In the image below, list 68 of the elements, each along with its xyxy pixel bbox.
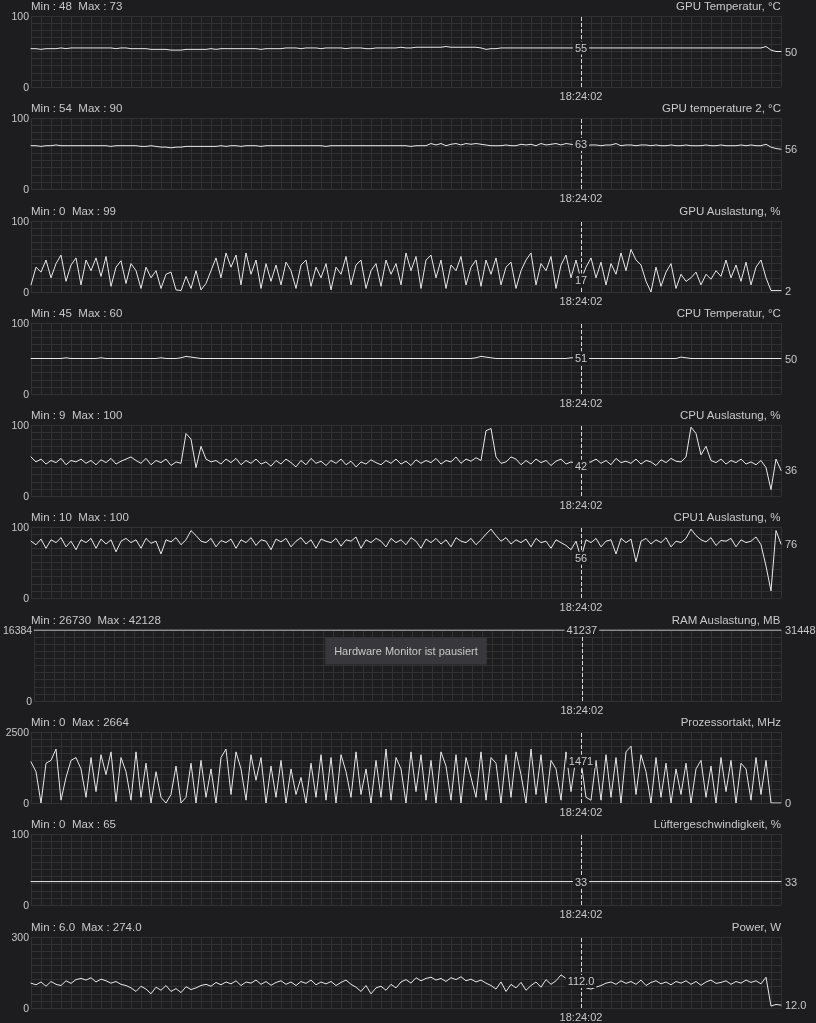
y-tick-label: 2500 (5, 726, 30, 739)
x-tick-label: 18:24:02 (559, 294, 603, 307)
x-tick-label: 18:24:02 (559, 600, 603, 613)
y-tick-label: 0 (23, 899, 30, 912)
x-tick-label: 18:24:02 (559, 191, 603, 204)
data-label: 56 (574, 552, 588, 565)
chart-title: GPU Auslastung, % (679, 204, 781, 217)
chart-subtitle: Min : 0 Max : 99 (31, 204, 117, 217)
data-label: 42 (574, 460, 588, 473)
data-label: 50 (785, 352, 798, 365)
data-label: 50 (785, 45, 798, 58)
y-tick-label: 100 (11, 112, 30, 125)
y-tick-label: 100 (11, 316, 30, 329)
x-tick-label: 18:24:02 (559, 1010, 603, 1023)
chart-subtitle: Min : 48 Max : 73 (31, 0, 123, 12)
data-label: 2 (785, 284, 792, 297)
chart-subtitle: Min : 6.0 Max : 274.0 (31, 920, 142, 933)
y-tick-label: 0 (23, 592, 30, 605)
y-tick-label: 100 (11, 419, 30, 432)
data-label: 17 (574, 273, 588, 286)
data-label: 51 (574, 351, 588, 364)
chart-title: CPU Temperatur, °C (676, 306, 781, 319)
x-tick-label: 18:24:02 (559, 396, 603, 409)
y-tick-label: 0 (23, 285, 30, 298)
y-tick-label: 0 (23, 1001, 30, 1014)
chart-title: Power, W (731, 920, 782, 933)
chart-title: CPU1 Auslastung, % (673, 511, 781, 524)
y-tick-label: 100 (11, 828, 30, 841)
text: 31448 (785, 623, 816, 636)
y-tick-label: 0 (23, 797, 30, 810)
x-tick-label: 18:24:02 (560, 703, 604, 716)
y-tick-label: 100 (11, 521, 30, 534)
data-label: 0 (785, 797, 792, 810)
data-label: 56 (785, 143, 798, 156)
y-tick-label: 0 (26, 694, 33, 707)
chart-subtitle: Min : 0 Max : 65 (31, 818, 117, 831)
data-label: 12.0 (785, 998, 807, 1011)
data-label: 63 (574, 138, 588, 151)
chart-subtitle: Min : 10 Max : 100 (31, 511, 129, 524)
y-tick-label: 100 (11, 10, 30, 22)
chart-subtitle: Min : 45 Max : 60 (31, 306, 123, 319)
y-tick-label: 0 (23, 183, 30, 196)
chart-title: RAM Auslastung, MB (671, 613, 781, 626)
chart-title: CPU Auslastung, % (680, 409, 781, 422)
x-tick-label: 18:24:02 (559, 907, 603, 920)
x-tick-label: 18:24:02 (559, 498, 603, 511)
data-label: 55 (574, 41, 588, 54)
x-tick-label: 18:24:02 (559, 89, 603, 102)
y-tick-label: 0 (23, 81, 30, 93)
data-label: 36 (785, 464, 798, 477)
x-tick-label: 18:24:02 (559, 805, 603, 818)
chart-subtitle: Min : 0 Max : 2664 (31, 716, 130, 729)
y-tick-label: 0 (23, 490, 30, 503)
chart-title: GPU Temperatur, °C (676, 0, 781, 12)
chart-title: Prozessortakt, MHz (680, 716, 782, 729)
chart-title: Lüftergeschwindigkeit, % (653, 818, 782, 831)
annotation: Hardware Monitor ist pausiert (334, 644, 478, 657)
chart-subtitle: Min : 26730 Max : 42128 (31, 613, 161, 626)
chart-subtitle: Min : 54 Max : 90 (31, 102, 123, 115)
data-label: 33 (574, 875, 588, 888)
y-tick-label: 100 (11, 214, 30, 227)
chart-title: GPU temperature 2, °C (662, 102, 782, 115)
y-tick-label: 300 (11, 930, 30, 943)
y-tick-label: 0 (23, 387, 30, 400)
data-label: 76 (785, 538, 798, 551)
y-tick-label: 16384 (2, 623, 33, 636)
data-label: 33 (785, 875, 798, 888)
chart-subtitle: Min : 9 Max : 100 (31, 409, 123, 422)
